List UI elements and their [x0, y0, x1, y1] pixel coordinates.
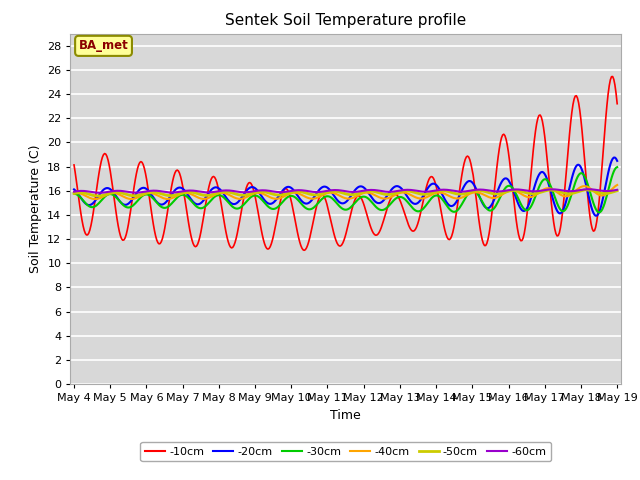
-60cm: [70, 189, 78, 194]
Legend: -10cm, -20cm, -30cm, -40cm, -50cm, -60cm: -10cm, -20cm, -30cm, -40cm, -50cm, -60cm: [140, 442, 551, 461]
-10cm: [300, 247, 307, 252]
-30cm: [595, 210, 603, 216]
-50cm: [240, 192, 248, 198]
-10cm: [613, 101, 621, 107]
Text: BA_met: BA_met: [79, 39, 129, 52]
-40cm: [470, 190, 478, 195]
-60cm: [564, 188, 572, 194]
-30cm: [300, 203, 307, 208]
-60cm: [300, 188, 308, 193]
-60cm: [470, 187, 478, 193]
-30cm: [613, 164, 621, 170]
-20cm: [70, 187, 78, 192]
Line: -60cm: -60cm: [74, 189, 617, 193]
-50cm: [613, 188, 621, 193]
-50cm: [94, 193, 102, 199]
-30cm: [239, 203, 247, 208]
-60cm: [240, 190, 248, 195]
-30cm: [563, 204, 571, 209]
Line: -50cm: -50cm: [74, 190, 617, 196]
-40cm: [401, 190, 409, 196]
-40cm: [70, 191, 78, 196]
-50cm: [564, 191, 572, 196]
-20cm: [239, 193, 247, 199]
-10cm: [401, 212, 409, 218]
-40cm: [613, 182, 621, 188]
-10cm: [375, 229, 383, 235]
-60cm: [96, 190, 104, 196]
-20cm: [592, 213, 600, 218]
-40cm: [300, 193, 308, 199]
Line: -10cm: -10cm: [74, 76, 617, 250]
-60cm: [585, 186, 593, 192]
-10cm: [470, 180, 478, 186]
-10cm: [300, 247, 308, 253]
-20cm: [374, 200, 381, 206]
-50cm: [375, 190, 383, 196]
-50cm: [300, 190, 308, 195]
-60cm: [401, 187, 409, 193]
Line: -40cm: -40cm: [74, 185, 617, 199]
Line: -30cm: -30cm: [74, 167, 617, 213]
Y-axis label: Soil Temperature (C): Soil Temperature (C): [29, 144, 42, 273]
-50cm: [70, 191, 78, 196]
-60cm: [375, 188, 383, 193]
-10cm: [609, 73, 616, 79]
-30cm: [70, 191, 78, 197]
-40cm: [564, 193, 572, 199]
-20cm: [300, 199, 307, 205]
-60cm: [613, 187, 621, 192]
-20cm: [469, 180, 477, 186]
-10cm: [564, 144, 572, 149]
-30cm: [469, 188, 477, 193]
-20cm: [611, 155, 619, 160]
-30cm: [374, 206, 381, 212]
-50cm: [470, 188, 478, 194]
Line: -20cm: -20cm: [74, 157, 617, 216]
-10cm: [239, 199, 247, 205]
X-axis label: Time: Time: [330, 408, 361, 421]
-20cm: [400, 189, 408, 194]
-10cm: [70, 162, 78, 168]
-20cm: [563, 194, 571, 200]
-40cm: [92, 196, 99, 202]
-20cm: [613, 158, 621, 164]
-50cm: [401, 188, 409, 194]
-30cm: [400, 195, 408, 201]
-40cm: [375, 194, 383, 200]
Title: Sentek Soil Temperature profile: Sentek Soil Temperature profile: [225, 13, 466, 28]
-40cm: [240, 195, 248, 201]
-50cm: [583, 187, 591, 193]
